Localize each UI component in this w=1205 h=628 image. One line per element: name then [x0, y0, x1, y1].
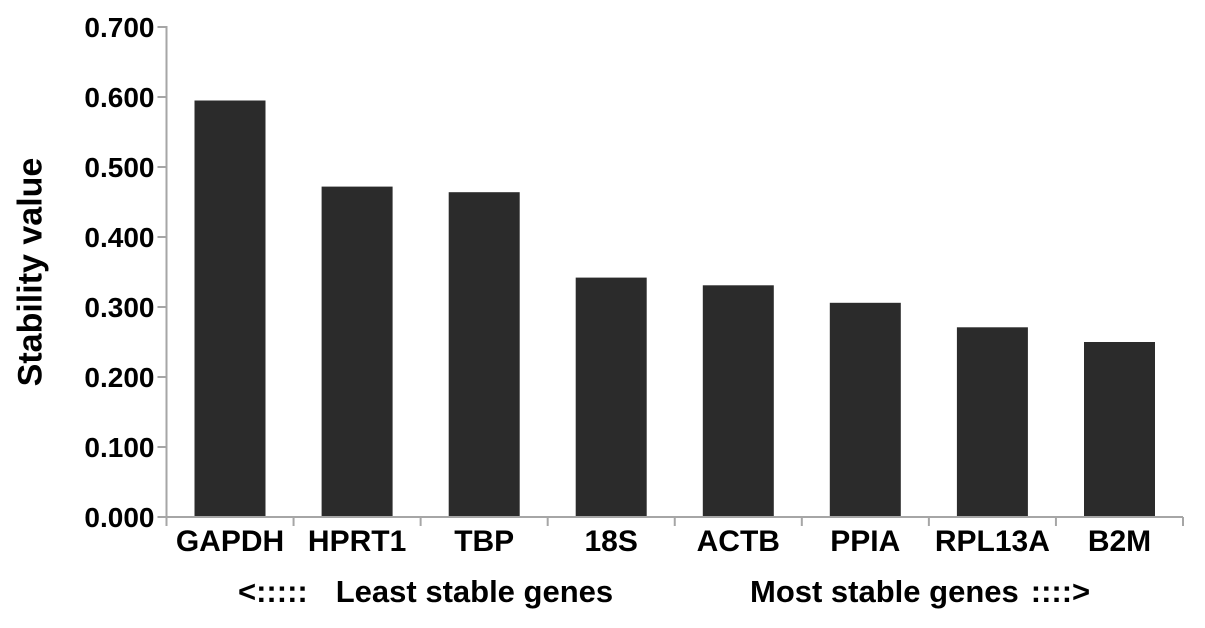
right-arrow-icon: ::::>	[1030, 574, 1091, 609]
x-category-label: TBP	[454, 525, 514, 558]
bar-18s	[575, 277, 647, 517]
most-stable-label: Most stable genes	[750, 574, 1019, 609]
most-stable-annotation: Most stable genes ::::>	[750, 574, 1090, 610]
x-category-label: PPIA	[830, 525, 900, 558]
x-category-label: ACTB	[697, 525, 780, 558]
y-tick-label: 0.700	[84, 12, 154, 43]
x-category-label: HPRT1	[308, 525, 406, 558]
y-tick-label: 0.100	[84, 432, 154, 463]
y-tick-label: 0.600	[84, 82, 154, 113]
least-stable-label: Least stable genes	[335, 574, 614, 609]
y-tick-label: 0.300	[84, 292, 154, 323]
x-category-label: B2M	[1088, 525, 1151, 558]
y-axis-title: Stability value	[11, 157, 50, 387]
x-category-label: RPL13A	[935, 525, 1050, 558]
y-tick-label: 0.200	[84, 362, 154, 393]
bar-gapdh	[194, 100, 266, 517]
bar-tbp	[448, 192, 520, 517]
x-category-label: 18S	[585, 525, 638, 558]
bar-hprt1	[321, 186, 393, 517]
bar-actb	[702, 285, 774, 517]
left-arrow-icon: <:::::	[238, 574, 308, 609]
y-tick-label: 0.000	[84, 502, 154, 533]
bar-b2m	[1084, 342, 1155, 517]
x-category-label: GAPDH	[176, 525, 284, 558]
least-stable-annotation: <::::: Least stable genes	[238, 574, 613, 610]
y-tick-label: 0.400	[84, 222, 154, 253]
y-tick-label: 0.500	[84, 152, 154, 183]
bar-ppia	[829, 302, 901, 517]
bar-rpl13a	[956, 327, 1028, 517]
